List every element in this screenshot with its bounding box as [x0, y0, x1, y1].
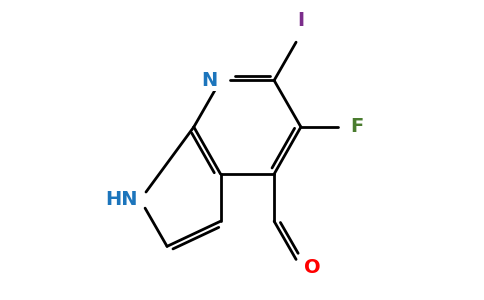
Text: HN: HN [105, 190, 137, 209]
Text: I: I [297, 11, 304, 29]
Text: N: N [202, 71, 218, 90]
Text: O: O [303, 258, 320, 277]
Text: F: F [351, 118, 364, 136]
